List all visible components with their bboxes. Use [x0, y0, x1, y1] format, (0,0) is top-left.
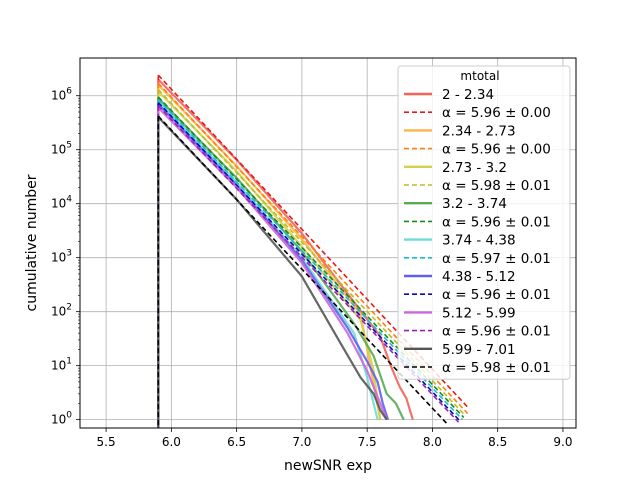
x-tick-label: 8.5	[488, 435, 507, 449]
series-line-9	[157, 98, 463, 421]
y-tick-label: 104	[51, 195, 72, 211]
x-tick-label: 6.5	[227, 435, 246, 449]
x-tick-label: 6.0	[162, 435, 181, 449]
x-tick-label: 8.0	[423, 435, 442, 449]
legend-box	[397, 65, 571, 380]
y-tick-label: 106	[51, 87, 72, 103]
legend-label: α = 5.96 ± 0.01	[442, 324, 551, 340]
legend-label: α = 5.96 ± 0.00	[442, 142, 551, 158]
legend-label: 5.99 - 7.01	[442, 342, 516, 358]
legend-label: α = 5.97 ± 0.01	[442, 251, 551, 267]
x-axis: 5.5 6.0 6.5 7.0 7.5 8.0 8.5 9.0	[97, 428, 572, 449]
x-tick-label: 5.5	[97, 435, 116, 449]
legend-label: 5.12 - 5.99	[442, 305, 516, 321]
series-line-11	[157, 101, 461, 422]
legend-label: 4.38 - 5.12	[442, 269, 516, 285]
plot-frame	[79, 57, 577, 429]
legend-label: α = 5.96 ± 0.01	[442, 287, 551, 303]
x-tick-label: 7.5	[358, 435, 377, 449]
x-tick-label: 7.0	[292, 435, 311, 449]
legend-label: 2.34 - 2.73	[442, 123, 516, 139]
legend-label: α = 5.96 ± 0.00	[442, 105, 551, 121]
legend-label: α = 5.96 ± 0.01	[442, 214, 551, 230]
y-tick-label: 101	[51, 357, 72, 373]
legend: mtotal 2 - 2.34 α = 5.96 ± 0.00 2.34 - 2.73…	[397, 65, 571, 380]
legend-label: 2 - 2.34	[442, 87, 494, 103]
legend-label: 3.2 - 3.74	[442, 196, 507, 212]
legend-label: 2.73 - 3.2	[442, 160, 507, 176]
x-axis-title: newSNR exp	[284, 458, 372, 474]
series-line-8	[157, 100, 379, 420]
y-tick-label: 105	[51, 141, 72, 157]
y-axis: 100 101 102 103 104 105 106	[51, 87, 80, 427]
legend-label: α = 5.98 ± 0.01	[442, 360, 551, 376]
y-axis-title: cumulative number	[24, 174, 40, 311]
y-tick-label: 103	[51, 249, 72, 265]
series-line-4	[157, 90, 382, 420]
legend-title: mtotal	[460, 69, 499, 83]
legend-label: 3.74 - 4.38	[442, 233, 516, 249]
legend-label: α = 5.98 ± 0.01	[442, 178, 551, 194]
y-tick-label: 102	[51, 303, 72, 319]
y-tick-label: 100	[51, 411, 72, 427]
x-tick-label: 9.0	[553, 435, 572, 449]
